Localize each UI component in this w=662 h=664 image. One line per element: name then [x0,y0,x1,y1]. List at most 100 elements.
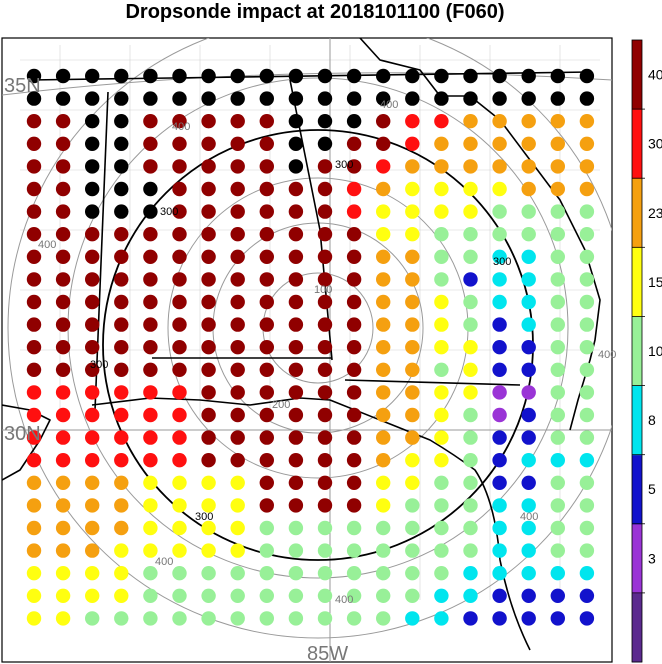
impact-dot [85,159,100,174]
impact-dot [376,453,391,468]
impact-dot [550,475,565,490]
impact-dot [172,453,187,468]
impact-dot [172,68,187,84]
impact-dot [85,498,100,513]
impact-dot [288,340,304,355]
impact-dot [550,68,565,84]
contour-label-inner-2: 200 [272,399,290,411]
impact-dot [114,362,129,377]
impact-dot [55,566,71,581]
impact-dot [405,385,420,400]
impact-dot [55,317,71,332]
impact-dot [172,227,187,242]
impact-dot [172,520,187,536]
impact-dot [376,340,391,355]
impact-dot [405,249,420,264]
impact-dot [288,475,304,490]
impact-dot [579,340,595,355]
impact-dot [259,453,274,468]
impact-dot [143,294,158,310]
impact-dot [376,136,391,151]
impact-dot [492,181,507,197]
impact-dot [579,249,595,264]
impact-dot [434,340,449,355]
impact-dot [405,566,420,581]
impact-dot [521,385,536,400]
impact-dot [434,159,449,174]
impact-dot [55,159,71,174]
impact-dot [230,340,245,355]
impact-dot [579,317,595,332]
impact-dot [114,294,129,310]
impact-dot [114,588,129,603]
impact-dot [259,407,274,423]
impact-dot [521,114,536,129]
impact-dot [55,498,71,513]
impact-dot [143,588,158,603]
impact-dot [201,227,216,242]
impact-dot [85,181,100,197]
impact-dot [521,317,536,332]
impact-dot [405,68,420,84]
impact-dot [114,227,129,242]
impact-dot [579,430,595,445]
impact-dot [85,294,100,310]
impact-dot [550,611,565,626]
impact-dot [492,430,507,445]
impact-dot [230,317,245,332]
impact-dot [114,68,129,84]
impact-dot [405,227,420,242]
impact-dot [492,227,507,242]
impact-dot [201,159,216,174]
impact-dot [521,566,536,581]
impact-dot [55,68,71,84]
impact-dot [288,588,304,603]
impact-dot [317,453,333,468]
impact-dot [26,498,42,513]
impact-dot [230,249,245,264]
impact-dot [317,362,333,377]
impact-dot [259,272,274,287]
impact-dot [26,272,42,287]
impact-dot [346,588,362,603]
colorbar-segment [632,523,642,594]
impact-dot [114,407,129,423]
impact-dot [492,294,507,310]
impact-dot [434,566,449,581]
impact-dot [317,159,333,174]
impact-dot [85,362,100,377]
impact-dot [114,317,129,332]
impact-dot [521,136,536,151]
impact-dot [26,68,42,84]
lon-label: 85W [307,643,348,664]
impact-dot [376,475,391,490]
impact-dot [405,520,420,536]
impact-dot [579,136,595,151]
impact-dot [172,181,187,197]
impact-dot [346,340,362,355]
impact-dot [376,272,391,287]
impact-dot [55,362,71,377]
impact-dot [55,385,71,400]
impact-dot [259,498,274,513]
impact-dot [172,249,187,264]
impact-dot [405,453,420,468]
impact-dot [55,227,71,242]
impact-dot [288,159,304,174]
impact-dot [521,272,536,287]
impact-dot [26,136,42,151]
impact-dot [405,136,420,151]
impact-dot [579,159,595,174]
impact-dot [434,611,449,626]
impact-dot [26,249,42,264]
impact-dot [259,430,274,445]
impact-dot [550,498,565,513]
impact-dot [55,91,71,106]
impact-dot [405,181,420,197]
impact-dot [172,362,187,377]
impact-dot [172,340,187,355]
impact-dot [346,385,362,400]
impact-dot [434,272,449,287]
impact-dot [579,475,595,490]
impact-dot [492,611,507,626]
